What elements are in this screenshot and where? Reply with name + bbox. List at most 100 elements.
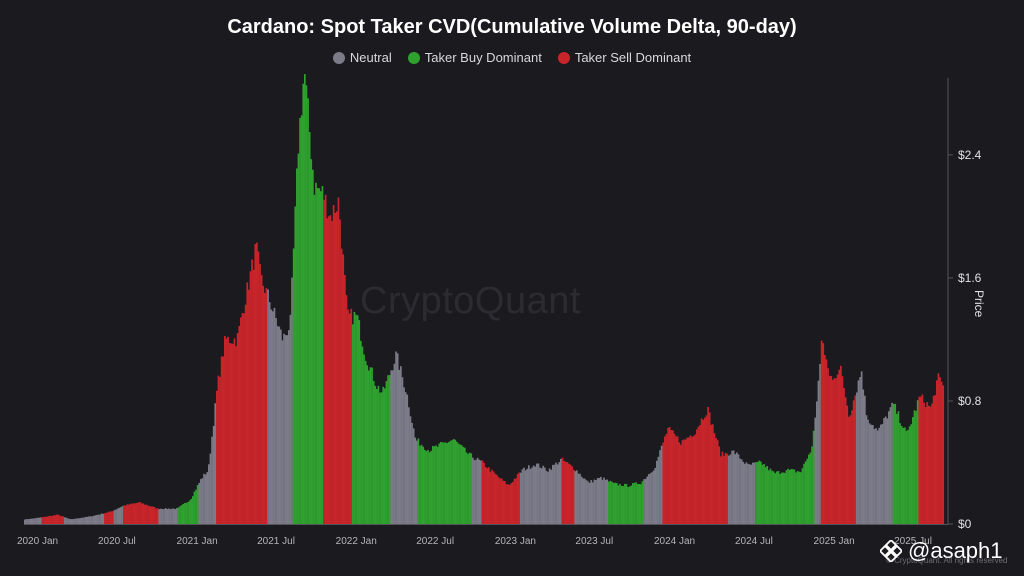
price-bar xyxy=(140,503,143,524)
price-bar xyxy=(507,484,509,524)
price-bar xyxy=(198,482,201,524)
price-bar xyxy=(81,517,84,524)
price-bar xyxy=(820,340,823,524)
price-bar xyxy=(513,478,516,524)
price-bar xyxy=(924,407,927,524)
price-bar xyxy=(809,452,812,524)
price-bar xyxy=(884,416,887,524)
price-bar xyxy=(646,476,649,524)
legend-item-taker-buy[interactable]: Taker Buy Dominant xyxy=(407,50,542,65)
price-bar xyxy=(744,463,746,524)
price-bar xyxy=(590,480,593,524)
price-bar xyxy=(521,469,524,524)
price-bar xyxy=(356,315,359,524)
price-bar xyxy=(681,440,684,524)
price-bar xyxy=(489,471,492,524)
legend-item-neutral[interactable]: Neutral xyxy=(332,50,392,65)
price-bar xyxy=(508,484,511,524)
price-bar xyxy=(737,454,740,524)
legend-dot-taker-buy xyxy=(407,51,420,64)
price-bar xyxy=(137,502,140,524)
price-bar xyxy=(822,343,825,524)
price-bar xyxy=(433,446,436,524)
price-bar xyxy=(188,500,191,524)
price-bar xyxy=(536,463,538,524)
price-bar xyxy=(516,474,519,524)
price-bar xyxy=(161,509,164,524)
price-bar xyxy=(728,455,730,524)
price-bar xyxy=(163,509,165,524)
price-bar xyxy=(886,418,889,524)
price-bar xyxy=(934,395,937,524)
price-bar xyxy=(57,514,60,524)
price-bar xyxy=(628,486,631,524)
price-bar xyxy=(763,464,765,524)
price-bar xyxy=(726,453,729,524)
price-bar xyxy=(76,518,79,524)
price-bar xyxy=(72,519,74,524)
price-bar xyxy=(492,471,495,524)
price-bar xyxy=(776,471,778,524)
price-bar xyxy=(136,503,138,524)
price-bar xyxy=(398,369,401,524)
price-bar xyxy=(564,461,567,524)
price-bar xyxy=(310,159,313,524)
price-bar xyxy=(414,437,417,524)
price-bar xyxy=(520,472,522,524)
price-bar xyxy=(819,363,821,524)
price-bar xyxy=(576,470,578,524)
price-bar xyxy=(144,504,146,524)
price-bar xyxy=(899,423,901,524)
price-bar xyxy=(766,465,769,524)
price-bar xyxy=(48,516,50,524)
price-bar xyxy=(859,377,861,524)
price-bar xyxy=(588,482,591,524)
price-bar xyxy=(128,504,130,524)
price-bar xyxy=(897,411,900,524)
price-bar xyxy=(68,518,71,524)
price-bar xyxy=(868,423,871,524)
price-bar xyxy=(104,513,106,524)
price-bar xyxy=(584,478,586,524)
price-bar xyxy=(465,452,468,524)
price-bar xyxy=(689,435,692,524)
price-bar xyxy=(798,471,801,524)
price-bar xyxy=(852,400,855,524)
price-bar xyxy=(531,467,533,524)
price-bar xyxy=(849,415,852,524)
price-bar xyxy=(872,425,874,524)
price-bar xyxy=(561,457,564,524)
price-bar xyxy=(616,483,618,524)
legend-item-taker-sell[interactable]: Taker Sell Dominant xyxy=(557,50,691,65)
price-bar xyxy=(412,428,415,524)
price-bar xyxy=(515,478,517,524)
price-bar xyxy=(612,482,615,524)
price-bar xyxy=(228,342,231,524)
price-bar xyxy=(180,505,183,524)
price-bar xyxy=(772,471,775,524)
price-bar xyxy=(657,456,660,524)
price-bar xyxy=(374,385,377,524)
price-bar xyxy=(779,473,781,524)
price-bar xyxy=(371,367,373,524)
price-bar xyxy=(372,380,375,524)
price-bar xyxy=(312,169,314,524)
price-bar xyxy=(110,511,113,524)
price-bar xyxy=(256,242,258,524)
price-bar xyxy=(812,430,815,524)
price-bar xyxy=(355,314,357,524)
price-bar xyxy=(206,472,209,524)
price-bar xyxy=(928,405,930,524)
price-bar xyxy=(86,516,89,524)
price-bar xyxy=(227,336,229,524)
price-bar xyxy=(364,360,367,524)
price-bar xyxy=(907,429,909,524)
price-bar xyxy=(339,219,341,524)
price-bar xyxy=(446,443,449,524)
price-bar xyxy=(670,430,673,524)
price-bar xyxy=(240,317,242,524)
price-bar xyxy=(209,453,212,524)
price-bar xyxy=(257,251,260,524)
price-bar xyxy=(129,503,132,524)
